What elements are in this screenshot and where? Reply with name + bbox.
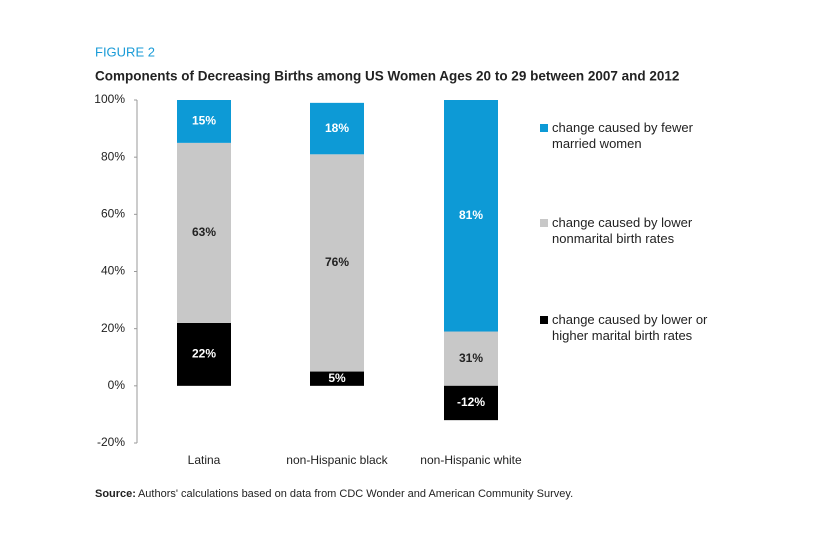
y-tick-label: 80% [101,149,125,163]
source-text: Authors' calculations based on data from… [138,488,573,500]
bar-segment [177,142,231,323]
y-tick-label: 0% [108,378,126,392]
y-tick-label: 20% [101,321,125,335]
bar-segment [310,154,364,372]
x-tick-label: non-Hispanic white [420,453,522,467]
data-label: 22% [192,347,216,361]
legend-label: change caused by fewer married women [552,120,693,151]
data-label: 31% [459,351,483,365]
data-label: 63% [192,225,216,239]
data-label: 81% [459,208,483,222]
legend-entry: change caused by fewer married women [540,120,720,152]
legend-swatch [540,219,548,227]
x-tick-label: non-Hispanic black [286,453,388,467]
legend-label: change caused by lower or higher marital… [552,312,708,343]
x-tick-label: Latina [188,453,221,467]
bar-segment [310,371,364,386]
bar-segment [310,102,364,155]
y-tick-label: 40% [101,264,125,278]
figure-label: FIGURE 2 [95,44,155,59]
bar-segment [444,100,498,332]
data-label: -12% [457,395,485,409]
legend-swatch [540,316,548,324]
data-label: 18% [325,121,349,135]
legend-swatch [540,124,548,132]
data-label: 15% [192,114,216,128]
bar-segment [177,100,231,143]
source-label: Source: [95,488,136,500]
legend-label: change caused by lower nonmarital birth … [552,215,693,246]
y-tick-label: -20% [97,435,125,449]
y-tick-label: 60% [101,207,125,221]
data-label: 5% [328,371,346,385]
y-tick-label: 100% [94,92,125,106]
bar-segment [177,322,231,386]
legend-entry: change caused by lower nonmarital birth … [540,215,720,247]
chart-title: Components of Decreasing Births among US… [95,69,679,84]
legend-entry: change caused by lower or higher marital… [540,312,720,344]
data-label: 76% [325,255,349,269]
bar-segment [444,385,498,421]
source-note: Source: Authors' calculations based on da… [95,488,573,500]
